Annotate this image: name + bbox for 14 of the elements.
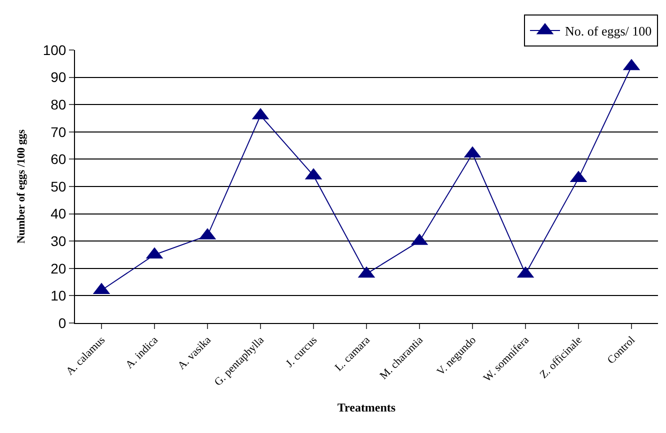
y-tick-label: 90 (50, 69, 66, 86)
y-tick-label: 30 (50, 233, 66, 249)
y-tick-label: 0 (58, 314, 66, 331)
y-tick-label: 40 (50, 206, 66, 222)
y-tick-label: 80 (50, 96, 66, 112)
y-tick-label: 20 (50, 260, 66, 276)
y-tick-label: 60 (50, 151, 66, 168)
y-tick-label: 10 (50, 288, 66, 304)
y-axis-title: Number of eggs /100 ggs (15, 128, 28, 244)
y-tick-label: 50 (50, 178, 66, 194)
x-axis-title: Treatments (337, 400, 396, 414)
y-tick-label: 70 (50, 124, 66, 140)
y-tick-label: 100 (42, 42, 66, 58)
legend-label: No. of eggs/ 100 (565, 24, 652, 39)
